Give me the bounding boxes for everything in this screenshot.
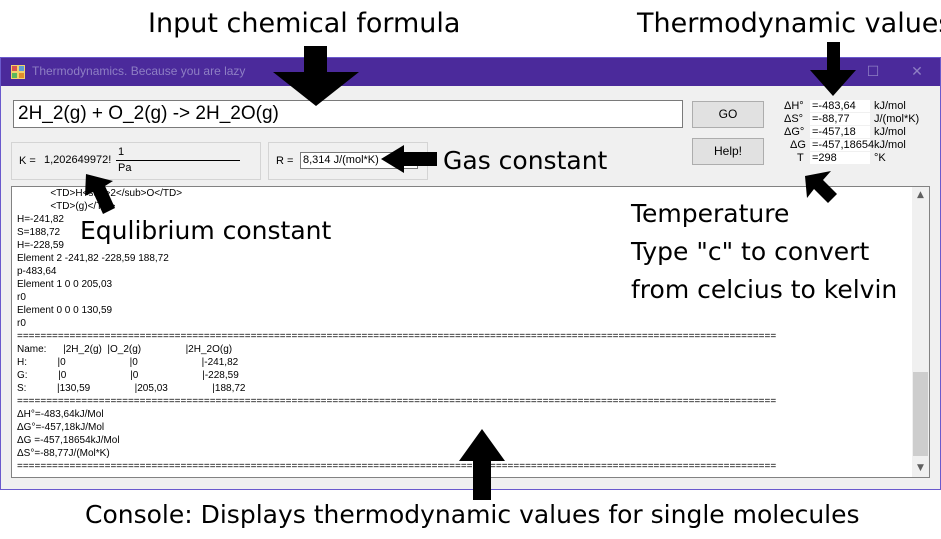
scroll-up-icon[interactable]: ▲ (917, 190, 924, 200)
k-value: 1,202649972! (44, 154, 112, 166)
ds-value: =-88,77 (812, 113, 850, 125)
temperature-value[interactable]: =298 (812, 152, 837, 164)
ds-unit: J/(mol*K) (874, 113, 920, 125)
dg0-value: =-457,18 (812, 126, 856, 138)
help-button[interactable]: Help! (692, 138, 764, 165)
app-icon (11, 65, 25, 79)
ds-symbol: ΔS° (784, 113, 804, 125)
console-text: <TD>H<sub>2</sub>O</TD> <TD>(g)</TD> H=-… (17, 188, 777, 472)
equilibrium-constant-group: K = 1,202649972! 1 Pa (11, 142, 261, 180)
close-button[interactable]: ✕ (911, 64, 923, 80)
annotation-console: Console: Displays thermodynamic values f… (85, 500, 860, 529)
k-unit-numerator: 1 (118, 146, 125, 158)
annotation-temperature-line2: Type "c" to convert (631, 237, 870, 266)
r-label: R = (276, 155, 294, 167)
thermo-box-dg (810, 139, 870, 151)
title-bar[interactable]: Thermodynamics. Because you are lazy – ☐… (1, 58, 940, 86)
annotation-temperature-line1: Temperature (631, 199, 790, 228)
minimize-button[interactable]: – (827, 64, 835, 80)
app-window: Thermodynamics. Because you are lazy – ☐… (0, 57, 941, 490)
gas-constant-input[interactable]: 8,314 J/(mol*K) (300, 152, 418, 169)
dh-value: =-483,64 (812, 100, 856, 112)
thermo-box-dg0 (810, 126, 870, 138)
dg-value: =-457,18654 (812, 139, 875, 151)
dh-unit: kJ/mol (874, 100, 906, 112)
dg-unit: kJ/mol (874, 139, 906, 151)
k-label: K = (19, 155, 36, 167)
t-symbol: T (797, 152, 804, 164)
formula-input[interactable] (13, 100, 683, 128)
annotation-temperature-line3: from celcius to kelvin (631, 275, 898, 304)
go-button[interactable]: GO (692, 101, 764, 128)
maximize-button[interactable]: ☐ (866, 64, 880, 80)
console-scrollbar[interactable]: ▲ ▼ (912, 187, 929, 477)
window-title: Thermodynamics. Because you are lazy (32, 64, 246, 78)
temperature-input-box[interactable] (810, 152, 870, 164)
annotation-equilibrium-constant: Equlibrium constant (80, 216, 332, 245)
scroll-down-icon[interactable]: ▼ (917, 463, 924, 473)
fraction-line (116, 160, 240, 161)
dg0-symbol: ΔG° (784, 126, 805, 138)
dg-symbol: ΔG (790, 139, 806, 151)
annotation-thermo-values: Thermodynamic values (637, 8, 941, 39)
t-unit: °K (874, 152, 886, 164)
annotation-input-formula: Input chemical formula (148, 8, 461, 39)
gas-constant-group: R = 8,314 J/(mol*K) (268, 142, 428, 180)
annotation-temperature: Temperature Type "c" to convert from cel… (631, 195, 897, 309)
thermo-box-ds (810, 113, 870, 125)
dh-symbol: ΔH° (784, 100, 804, 112)
scroll-thumb[interactable] (913, 372, 928, 456)
dg0-unit: kJ/mol (874, 126, 906, 138)
annotation-gas-constant: Gas constant (443, 146, 608, 175)
thermo-box-dh (810, 100, 870, 112)
k-unit-denominator: Pa (118, 162, 132, 174)
